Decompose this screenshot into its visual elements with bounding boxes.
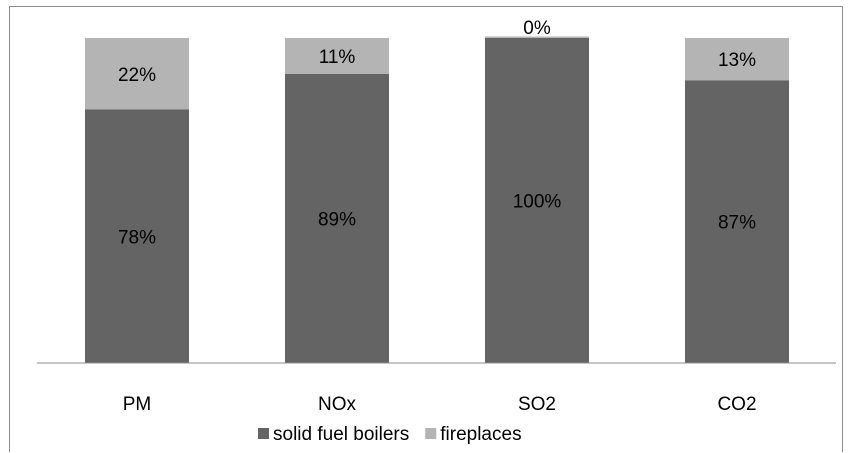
bars-group bbox=[85, 36, 789, 363]
chart-frame bbox=[9, 6, 843, 452]
legend-label-solid-fuel-boilers: solid fuel boilers bbox=[273, 424, 409, 445]
value-label-solid-fuel-boilers-pm: 78% bbox=[118, 227, 156, 248]
value-label-solid-fuel-boilers-co2: 87% bbox=[718, 213, 756, 234]
legend-swatch-fireplaces bbox=[425, 428, 437, 439]
bar-fireplaces-co2 bbox=[685, 38, 789, 81]
bar-solid-fuel-boilers-pm bbox=[85, 109, 189, 363]
value-label-fireplaces-nox: 11% bbox=[319, 47, 356, 68]
legend-label-fireplaces: fireplaces bbox=[440, 424, 521, 445]
category-label-so2: SO2 bbox=[518, 394, 556, 415]
bar-solid-fuel-boilers-co2 bbox=[685, 80, 789, 363]
value-label-solid-fuel-boilers-so2: 100% bbox=[513, 192, 562, 213]
value-label-solid-fuel-boilers-nox: 89% bbox=[318, 209, 356, 230]
bar-fireplaces-nox bbox=[285, 38, 389, 74]
value-label-fireplaces-pm: 22% bbox=[118, 65, 156, 86]
value-label-fireplaces-co2: 13% bbox=[718, 50, 756, 71]
value-labels-group: 78% 22% 89% 11% 100% 0% 87% 13% bbox=[118, 18, 756, 248]
bar-fireplaces-pm bbox=[85, 38, 189, 110]
bar-solid-fuel-boilers-nox bbox=[285, 73, 389, 363]
category-label-pm: PM bbox=[123, 394, 152, 415]
legend-swatch-solid-fuel-boilers bbox=[258, 428, 269, 439]
bar-solid-fuel-boilers-so2 bbox=[485, 38, 589, 363]
value-label-fireplaces-so2: 0% bbox=[523, 18, 551, 39]
legend: solid fuel boilers fireplaces bbox=[258, 424, 522, 445]
bar-fireplaces-so2 bbox=[485, 36, 589, 38]
category-label-nox: NOx bbox=[318, 394, 357, 415]
category-label-co2: CO2 bbox=[717, 394, 756, 415]
category-labels-group: PM NOx SO2 CO2 bbox=[123, 394, 757, 415]
